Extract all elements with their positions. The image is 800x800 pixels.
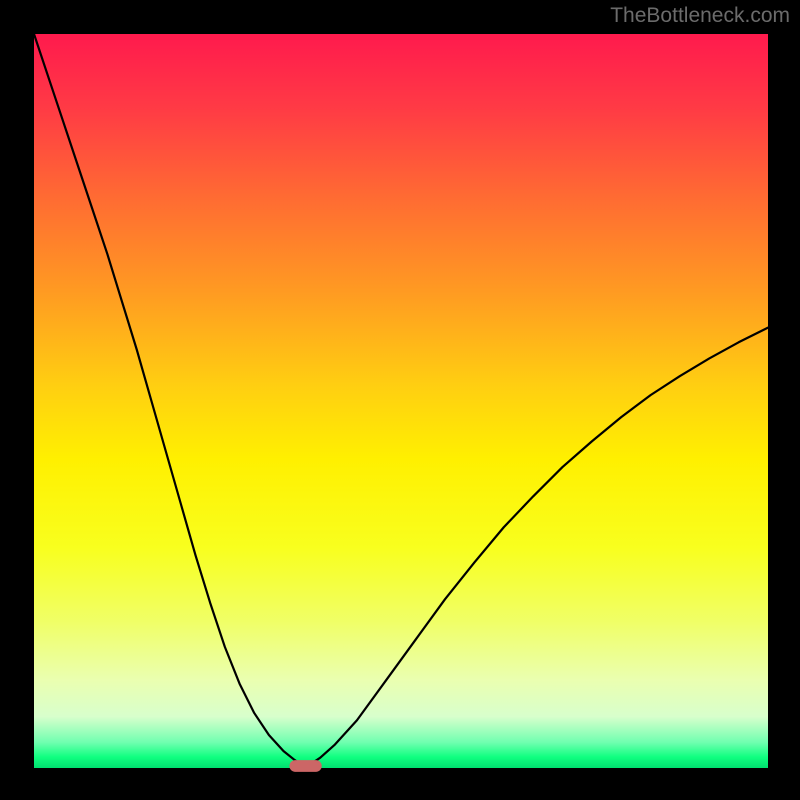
bottleneck-chart — [0, 0, 800, 800]
min-marker — [289, 760, 321, 772]
stage: TheBottleneck.com — [0, 0, 800, 800]
